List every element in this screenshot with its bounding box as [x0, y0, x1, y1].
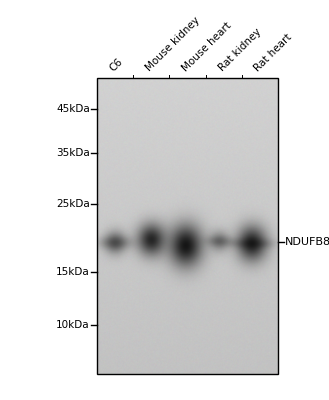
Text: Mouse heart: Mouse heart [181, 20, 233, 73]
Text: 25kDa: 25kDa [56, 199, 90, 209]
Text: 35kDa: 35kDa [56, 148, 90, 158]
Text: Rat heart: Rat heart [253, 32, 294, 73]
Text: 15kDa: 15kDa [56, 267, 90, 277]
Text: C6: C6 [108, 56, 125, 73]
Text: Mouse kidney: Mouse kidney [144, 15, 202, 73]
Text: NDUFB8: NDUFB8 [285, 237, 329, 247]
Text: 10kDa: 10kDa [56, 320, 90, 330]
Bar [97, 78, 278, 374]
Text: Rat kidney: Rat kidney [217, 27, 263, 73]
Text: 45kDa: 45kDa [56, 104, 90, 114]
